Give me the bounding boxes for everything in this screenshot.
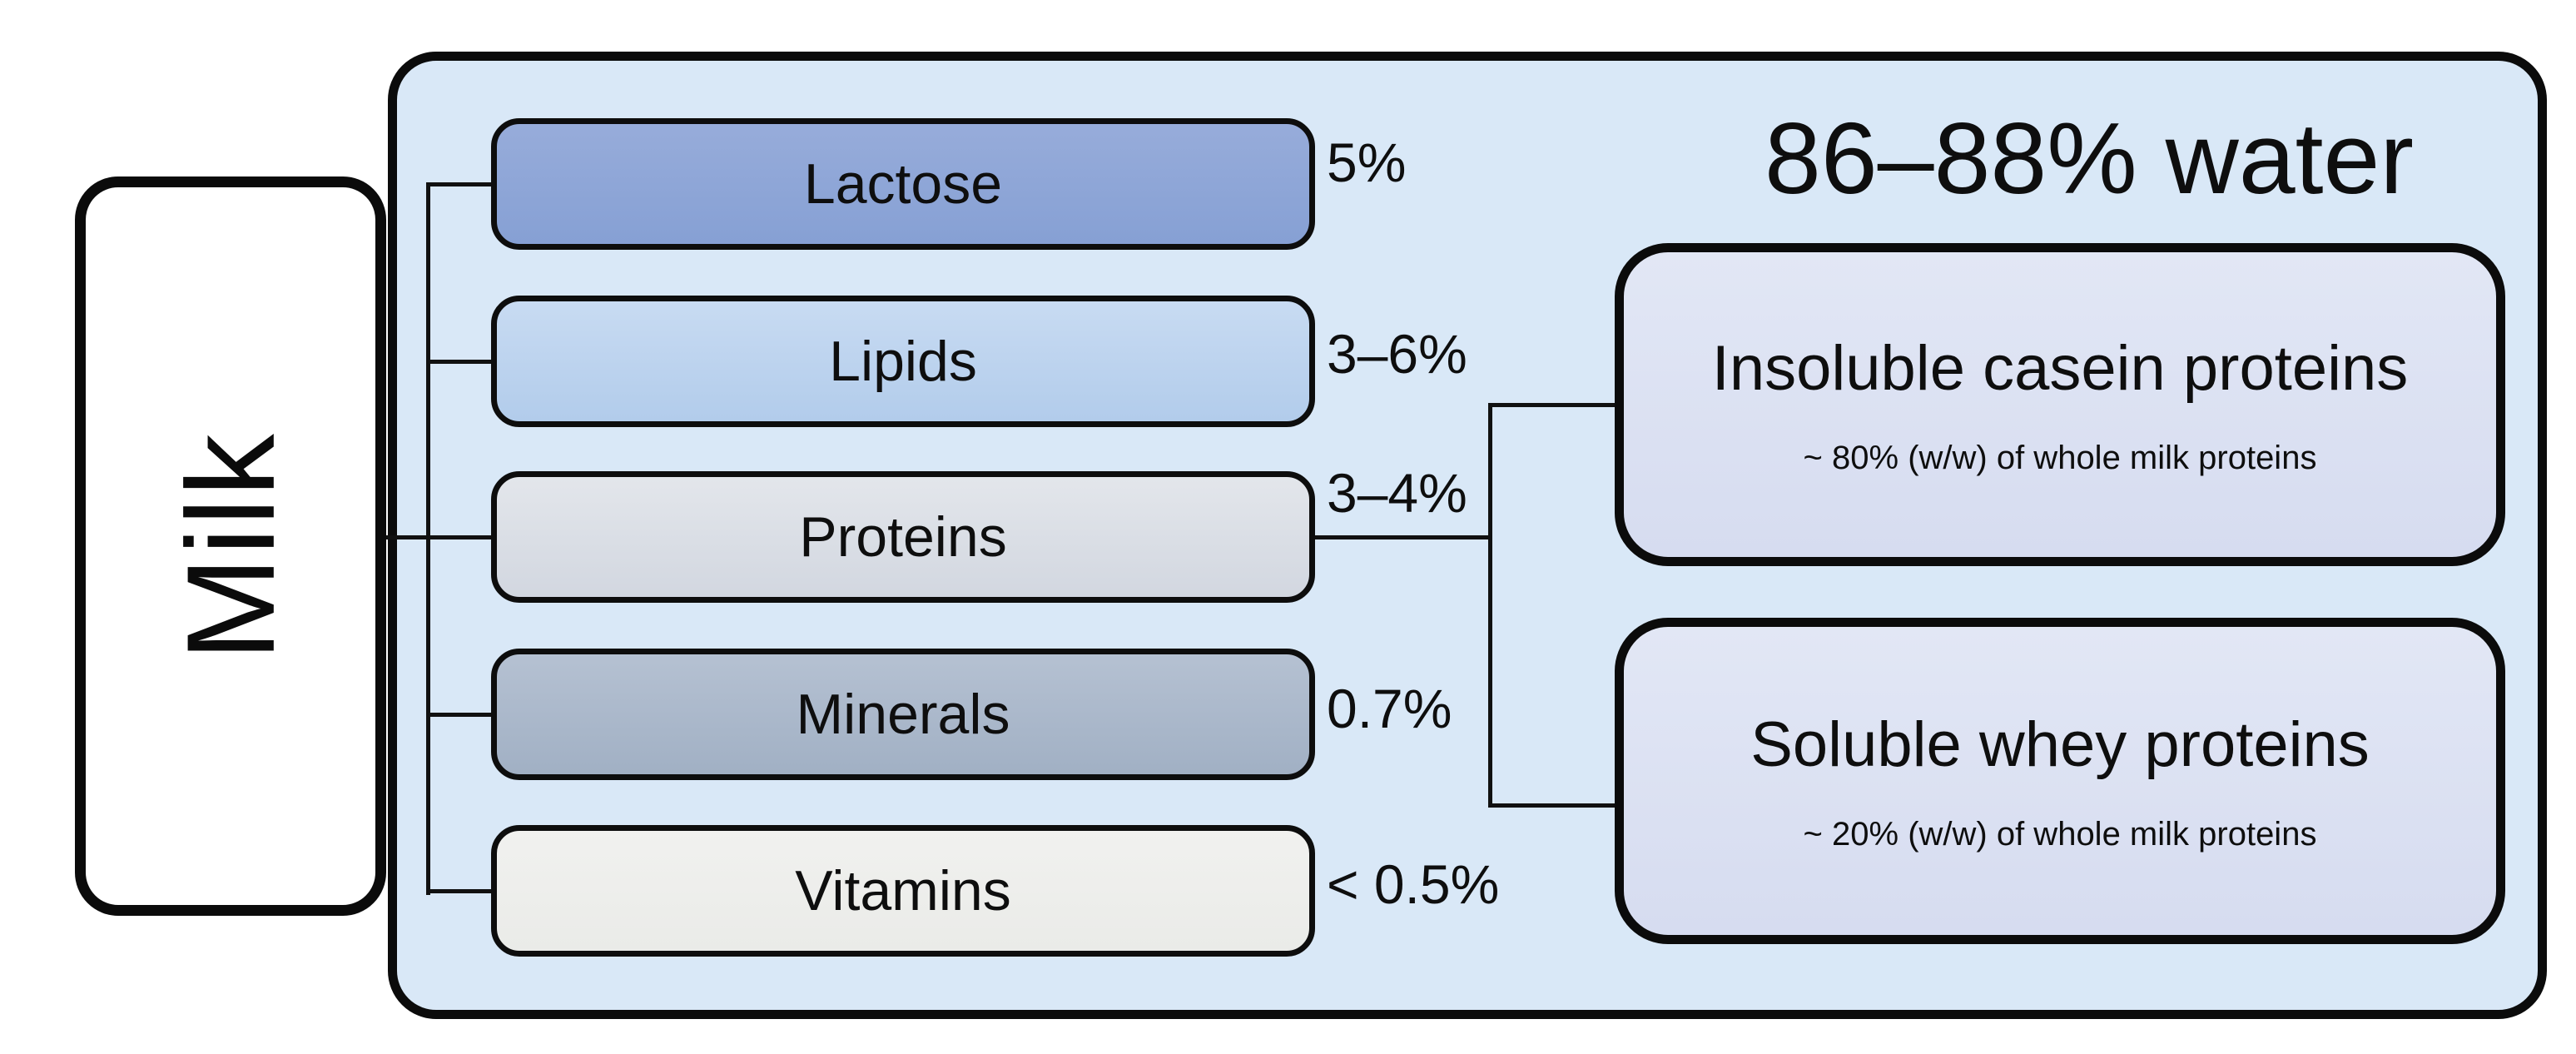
component-box-proteins: Proteins [491, 471, 1315, 603]
component-label-proteins: Proteins [799, 505, 1007, 569]
protein-subtype-box-whey: Soluble whey proteins ~ 20% (w/w) of who… [1615, 618, 2505, 944]
component-box-minerals: Minerals [491, 649, 1315, 780]
component-label-vitamins: Vitamins [795, 859, 1011, 922]
component-label-lipids: Lipids [829, 330, 977, 393]
percent-label-lipids: 3–6% [1327, 323, 1467, 385]
percent-label-minerals: 0.7% [1327, 678, 1452, 739]
connector-branch-to-casein [1488, 403, 1616, 407]
connector-stub-lactose [426, 182, 493, 186]
component-box-lipids: Lipids [491, 296, 1315, 427]
percent-label-proteins: 3–4% [1327, 462, 1467, 524]
percent-label-vitamins: < 0.5% [1327, 853, 1500, 915]
milk-root-box: Milk [75, 176, 386, 916]
casein-title: Insoluble casein proteins [1711, 333, 2409, 404]
connector-stub-lipids [426, 360, 493, 364]
component-box-lactose: Lactose [491, 118, 1315, 250]
milk-root-label: Milk [160, 431, 300, 661]
protein-subtype-box-casein: Insoluble casein proteins ~ 80% (w/w) of… [1615, 243, 2505, 566]
whey-note: ~ 20% (w/w) of whole milk proteins [1803, 816, 2317, 853]
whey-title: Soluble whey proteins [1750, 709, 2370, 780]
water-content-label: 86–88% water [1764, 102, 2414, 215]
percent-label-lactose: 5% [1327, 132, 1407, 193]
connector-branch-to-whey [1488, 803, 1616, 808]
component-label-minerals: Minerals [796, 683, 1010, 746]
connector-stub-minerals [426, 713, 493, 717]
connector-branch-vertical [1488, 403, 1492, 808]
component-label-lactose: Lactose [803, 152, 1003, 216]
connector-stub-vitamins [426, 889, 493, 893]
connector-spine [426, 182, 430, 895]
casein-note: ~ 80% (w/w) of whole milk proteins [1803, 440, 2317, 476]
connector-proteins-to-branch [1313, 535, 1491, 539]
component-box-vitamins: Vitamins [491, 825, 1315, 957]
